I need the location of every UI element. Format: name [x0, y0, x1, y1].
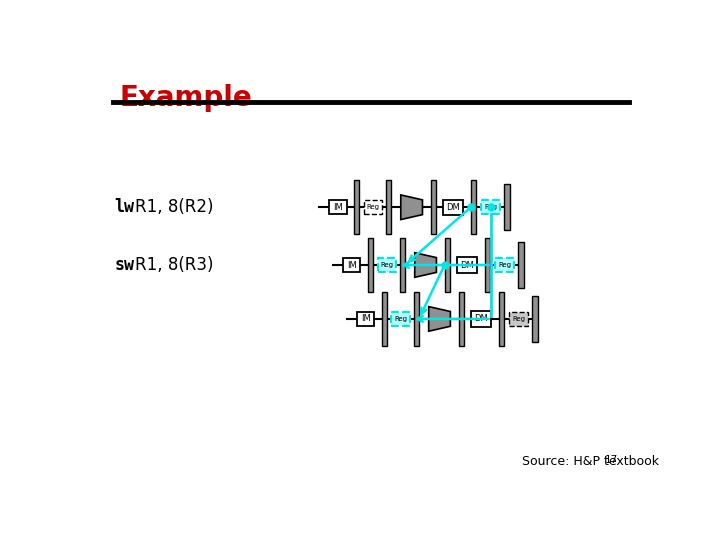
Bar	[459, 292, 464, 346]
Text: R1, 8(R3): R1, 8(R3)	[135, 256, 213, 274]
Text: Source: H&P textbook: Source: H&P textbook	[523, 455, 660, 468]
Bar	[504, 184, 510, 231]
Bar	[392, 312, 410, 326]
Bar	[509, 312, 528, 326]
Text: Reg: Reg	[484, 204, 498, 210]
Bar	[471, 180, 477, 234]
Text: DM: DM	[474, 314, 487, 323]
Text: Reg: Reg	[395, 316, 408, 322]
Text: Reg: Reg	[366, 204, 379, 210]
Polygon shape	[401, 195, 423, 220]
Text: DM: DM	[460, 260, 474, 269]
Bar	[330, 200, 346, 214]
Text: lw: lw	[114, 198, 135, 216]
Text: Example: Example	[120, 84, 252, 112]
Bar	[444, 238, 450, 292]
Text: Reg: Reg	[512, 316, 525, 322]
Bar	[400, 238, 405, 292]
Bar	[482, 200, 500, 214]
Bar	[456, 257, 477, 273]
Bar	[357, 312, 374, 326]
Bar	[413, 292, 419, 346]
Bar	[386, 180, 391, 234]
Bar	[368, 238, 373, 292]
Bar	[532, 296, 538, 342]
Text: IM: IM	[347, 260, 357, 269]
Bar	[382, 292, 387, 346]
Text: IM: IM	[333, 202, 343, 212]
Text: DM: DM	[446, 202, 459, 212]
Bar	[518, 242, 523, 288]
Bar	[495, 258, 514, 272]
Bar	[499, 292, 504, 346]
Text: IM: IM	[361, 314, 371, 323]
Polygon shape	[415, 253, 436, 278]
Text: R1, 8(R2): R1, 8(R2)	[135, 198, 213, 216]
Bar	[377, 258, 396, 272]
Text: sw: sw	[114, 256, 135, 274]
Bar	[364, 200, 382, 214]
Bar	[471, 311, 490, 327]
Bar	[354, 180, 359, 234]
Bar	[343, 258, 361, 272]
Bar	[431, 180, 436, 234]
Bar	[485, 238, 490, 292]
Bar	[443, 200, 463, 215]
Text: Reg: Reg	[498, 262, 511, 268]
Polygon shape	[428, 307, 451, 331]
Text: Reg: Reg	[380, 262, 393, 268]
Text: 17: 17	[605, 455, 618, 465]
